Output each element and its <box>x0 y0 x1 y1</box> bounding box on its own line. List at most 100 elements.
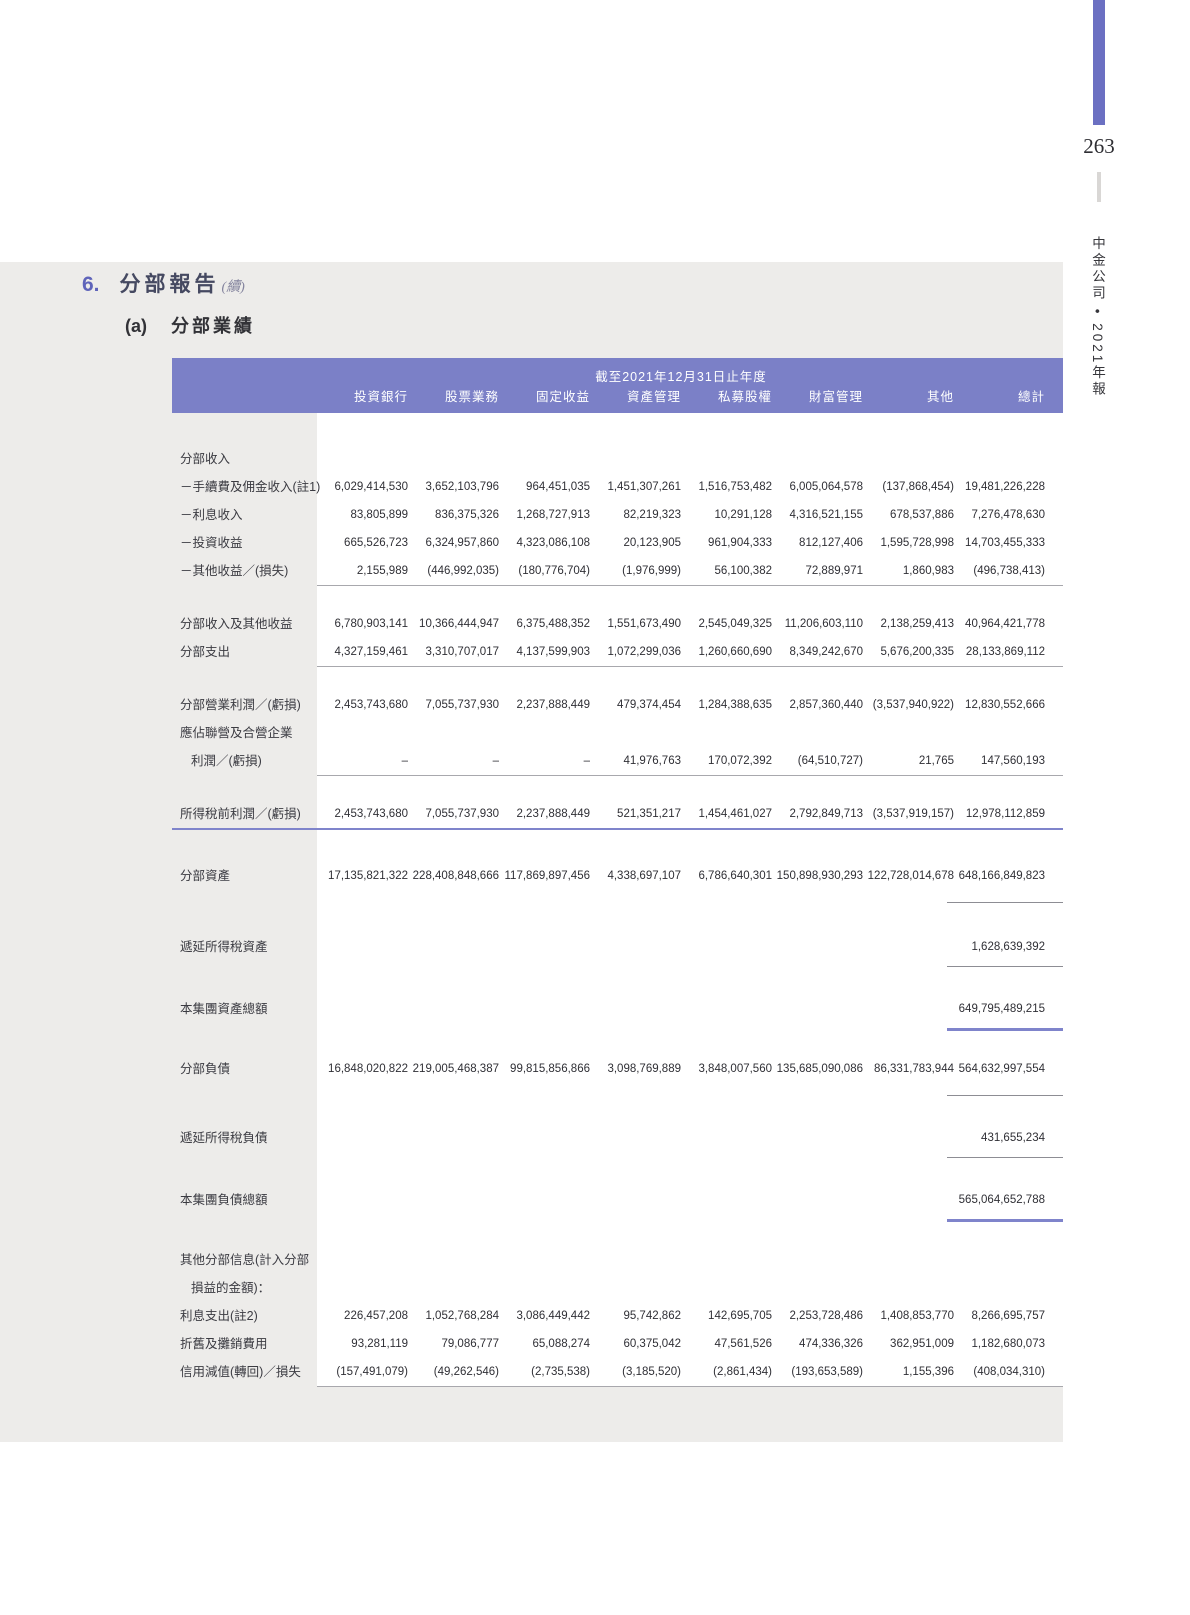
row-values: 4,327,159,461 3,310,707,017 4,137,599,903 1… <box>317 638 1063 666</box>
cell-value: 1,451,307,261 <box>607 481 681 493</box>
cell-value: (193,653,589) <box>791 1366 863 1378</box>
cell-value <box>408 995 499 1023</box>
cell-value: (180,776,704) <box>518 565 590 577</box>
cell-value <box>772 1186 863 1214</box>
row-label: 其他分部信息(計入分部 <box>180 1253 310 1267</box>
cell-value <box>499 995 590 1023</box>
row-values: – – – 41,976,763 170,072,392 (64,510,727) 21,7… <box>317 747 1063 775</box>
cell-value: 1,182,680,073 <box>971 1338 1045 1350</box>
table-rule <box>317 666 1063 667</box>
page-number: 263 <box>1083 134 1115 158</box>
row-label: －利息收入 <box>180 508 243 522</box>
cell-value <box>681 1124 772 1152</box>
cell-value <box>681 1186 772 1214</box>
row-values: 565,064,652,788 <box>317 1186 1063 1214</box>
cell-value <box>590 995 681 1023</box>
cell-value: 2,155,989 <box>356 565 408 577</box>
cell-value: 649,795,489,215 <box>958 1003 1045 1015</box>
cell-value <box>499 1186 590 1214</box>
column-header: 投資銀行 <box>353 390 408 404</box>
table-row: 利息支出(註2) 226,457,208 1,052,768,284 3,086,44… <box>172 1302 1063 1330</box>
section-title: 分部報告 <box>119 273 220 296</box>
row-values: 2,453,743,680 7,055,737,930 2,237,888,449 5… <box>317 800 1063 828</box>
page-number-tick <box>1097 172 1101 202</box>
table-row: 所得稅前利潤／(虧損) 2,453,743,680 7,055,737,930 2,2… <box>172 800 1063 828</box>
cell-value <box>681 933 772 961</box>
cell-value: 21,765 <box>918 755 954 767</box>
cell-value <box>590 933 681 961</box>
cell-value: (496,738,413) <box>973 565 1045 577</box>
table-row: 分部負債 16,848,020,822 219,005,468,387 99,815,… <box>172 1055 1063 1083</box>
cell-value: 8,266,695,757 <box>971 1310 1045 1322</box>
subsection-label: 分部業績 <box>171 316 255 336</box>
cell-value: (446,992,035) <box>427 565 499 577</box>
cell-value <box>499 1124 590 1152</box>
row-label: 應佔聯營及合營企業 <box>180 726 293 740</box>
cell-value: 1,408,853,770 <box>880 1310 954 1322</box>
cell-value: 474,336,326 <box>799 1338 863 1350</box>
cell-value: 5,676,200,335 <box>880 646 954 658</box>
cell-value <box>863 933 954 961</box>
cell-value: 2,138,259,413 <box>880 618 954 630</box>
column-header: 資產管理 <box>626 390 681 404</box>
cell-value <box>317 933 408 961</box>
cell-value: 4,316,521,155 <box>789 509 863 521</box>
table-row: 分部營業利潤／(虧損) 2,453,743,680 7,055,737,930 2,2… <box>172 691 1063 719</box>
row-values: (157,491,079) (49,262,546) (2,735,538) (3,1… <box>317 1358 1063 1386</box>
cell-value: 28,133,869,112 <box>965 646 1045 658</box>
cell-value: 2,253,728,486 <box>789 1310 863 1322</box>
table-row: 遞延所得稅資產 1,628,639,392 <box>172 933 1063 961</box>
cell-value: 2,237,888,449 <box>516 699 590 711</box>
cell-value: 2,857,360,440 <box>789 699 863 711</box>
row-label: 本集團負債總額 <box>180 1193 268 1207</box>
cell-value: 147,560,193 <box>981 755 1045 767</box>
cell-value: 362,951,009 <box>890 1338 954 1350</box>
row-label: 遞延所得稅資產 <box>180 940 268 954</box>
cell-value: 7,276,478,630 <box>971 509 1045 521</box>
row-label: －手續費及佣金收入(註1) <box>180 480 321 494</box>
cell-value: 3,310,707,017 <box>425 646 499 658</box>
cell-value: 122,728,014,678 <box>867 870 954 882</box>
row-label: 分部收入及其他收益 <box>180 617 293 631</box>
row-label: －其他收益／(損失) <box>180 564 289 578</box>
title-block: 6. 分部報告 (續) (a) 分部業績 <box>82 268 255 338</box>
cell-value: 1,454,461,027 <box>698 808 772 820</box>
table-rule <box>947 1157 1063 1158</box>
table-row: 信用減值(轉回)／損失 (157,491,079) (49,262,546) (2,7… <box>172 1358 1063 1386</box>
cell-value: 60,375,042 <box>623 1338 681 1350</box>
cell-value <box>863 995 954 1023</box>
cell-value: 56,100,382 <box>714 565 772 577</box>
row-values: 93,281,119 79,086,777 65,088,274 60,375,042… <box>317 1330 1063 1358</box>
row-label: 分部支出 <box>180 645 231 659</box>
row-spacer <box>172 903 1063 933</box>
cell-value: 564,632,997,554 <box>958 1063 1045 1075</box>
cell-value: 40,964,421,778 <box>965 618 1045 630</box>
column-header: 股票業務 <box>444 390 499 404</box>
column-header: 固定收益 <box>535 390 590 404</box>
cell-value: 14,703,455,333 <box>965 537 1045 549</box>
cell-value: 219,005,468,387 <box>412 1063 499 1075</box>
table-body: 分部收入 －手續費及佣金收入(註1) 6,029,414,530 3,652,103,… <box>172 413 1063 1387</box>
cell-value: 20,123,905 <box>623 537 681 549</box>
cell-value: 1,268,727,913 <box>516 509 590 521</box>
table-row: 損益的金額)： <box>172 1274 1063 1302</box>
cell-value: 8,349,242,670 <box>789 646 863 658</box>
accent-bar <box>1093 0 1105 125</box>
cell-value: 3,098,769,889 <box>607 1063 681 1075</box>
column-headers: 投資銀行 股票業務 固定收益 資產管理 私募股權 財富管理 其他 總計 <box>317 386 1063 405</box>
cell-value: 1,595,728,998 <box>880 537 954 549</box>
cell-value <box>317 995 408 1023</box>
row-label: 利息支出(註2) <box>180 1309 258 1323</box>
cell-value: 648,166,849,823 <box>958 870 1045 882</box>
row-spacer <box>172 1096 1063 1124</box>
row-label: 分部資產 <box>180 869 231 883</box>
table-rule <box>947 902 1063 903</box>
cell-value: 2,453,743,680 <box>334 699 408 711</box>
row-spacer <box>172 1222 1063 1246</box>
row-spacer <box>172 967 1063 995</box>
cell-value: 1,860,983 <box>902 565 954 577</box>
cell-value: 10,366,444,947 <box>419 618 499 630</box>
cell-value: 2,453,743,680 <box>334 808 408 820</box>
row-values: 1,628,639,392 <box>317 933 1063 961</box>
cell-value: 6,029,414,530 <box>334 481 408 493</box>
